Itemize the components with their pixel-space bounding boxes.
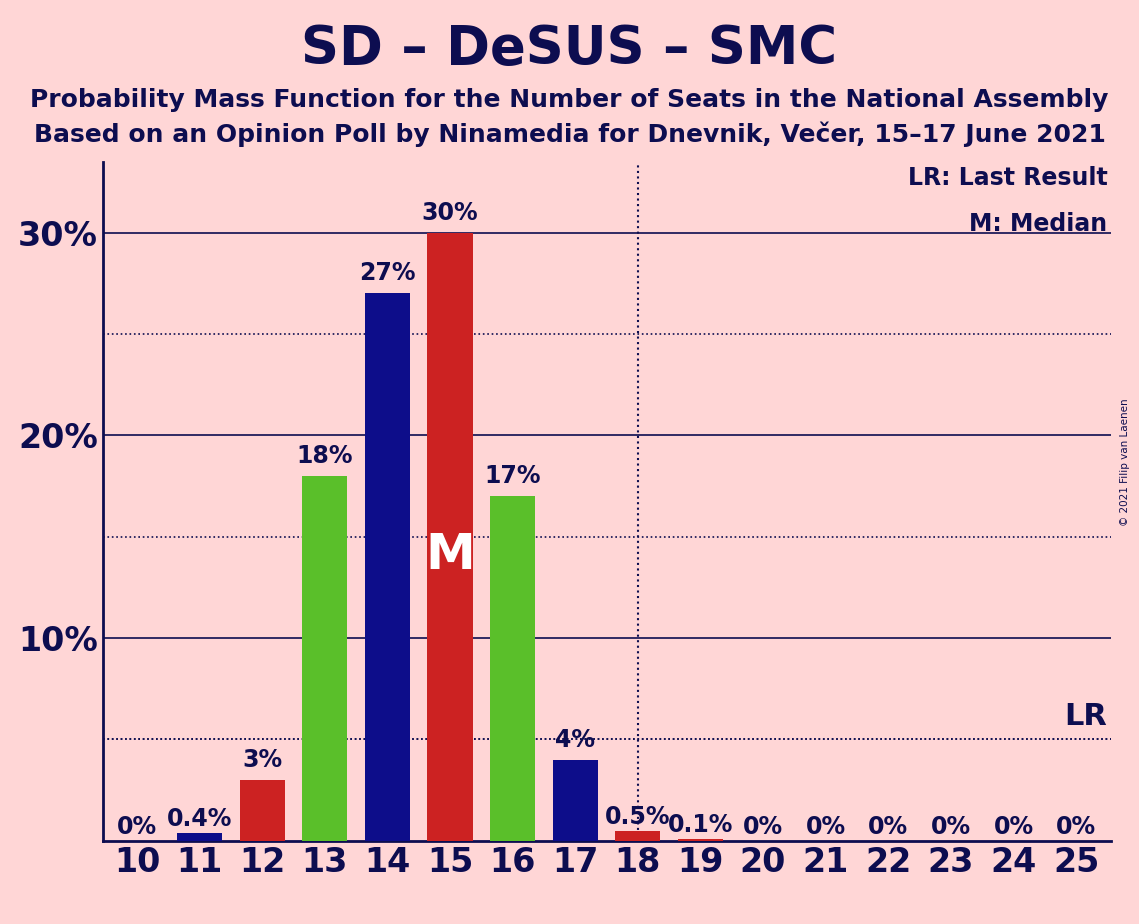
Text: 3%: 3% bbox=[243, 748, 282, 772]
Bar bbox=[364, 294, 410, 841]
Text: SD – DeSUS – SMC: SD – DeSUS – SMC bbox=[302, 23, 837, 75]
Text: LR: LR bbox=[1065, 702, 1107, 732]
Text: 0%: 0% bbox=[805, 815, 846, 839]
Text: 0%: 0% bbox=[993, 815, 1033, 839]
Text: M: M bbox=[425, 531, 475, 579]
Text: LR: Last Result: LR: Last Result bbox=[908, 165, 1107, 189]
Text: 0%: 0% bbox=[1056, 815, 1096, 839]
Text: Probability Mass Function for the Number of Seats in the National Assembly: Probability Mass Function for the Number… bbox=[31, 88, 1108, 112]
Bar bbox=[239, 780, 285, 841]
Text: 0%: 0% bbox=[868, 815, 908, 839]
Text: 0%: 0% bbox=[931, 815, 970, 839]
Bar bbox=[302, 476, 347, 841]
Text: 0.1%: 0.1% bbox=[667, 813, 734, 837]
Bar bbox=[678, 839, 723, 841]
Text: 0.5%: 0.5% bbox=[605, 805, 671, 829]
Text: © 2021 Filip van Laenen: © 2021 Filip van Laenen bbox=[1120, 398, 1130, 526]
Bar bbox=[177, 833, 222, 841]
Text: 0%: 0% bbox=[743, 815, 784, 839]
Bar bbox=[552, 760, 598, 841]
Text: 18%: 18% bbox=[296, 444, 353, 468]
Bar bbox=[615, 831, 661, 841]
Bar bbox=[490, 496, 535, 841]
Text: 0.4%: 0.4% bbox=[167, 807, 232, 831]
Text: M: Median: M: Median bbox=[969, 213, 1107, 237]
Text: 17%: 17% bbox=[484, 464, 541, 488]
Text: 27%: 27% bbox=[359, 261, 416, 286]
Text: Based on an Opinion Poll by Ninamedia for Dnevnik, Večer, 15–17 June 2021: Based on an Opinion Poll by Ninamedia fo… bbox=[33, 122, 1106, 148]
Text: 4%: 4% bbox=[555, 727, 596, 751]
Text: 0%: 0% bbox=[117, 815, 157, 839]
Bar bbox=[427, 233, 473, 841]
Text: 30%: 30% bbox=[421, 201, 478, 225]
